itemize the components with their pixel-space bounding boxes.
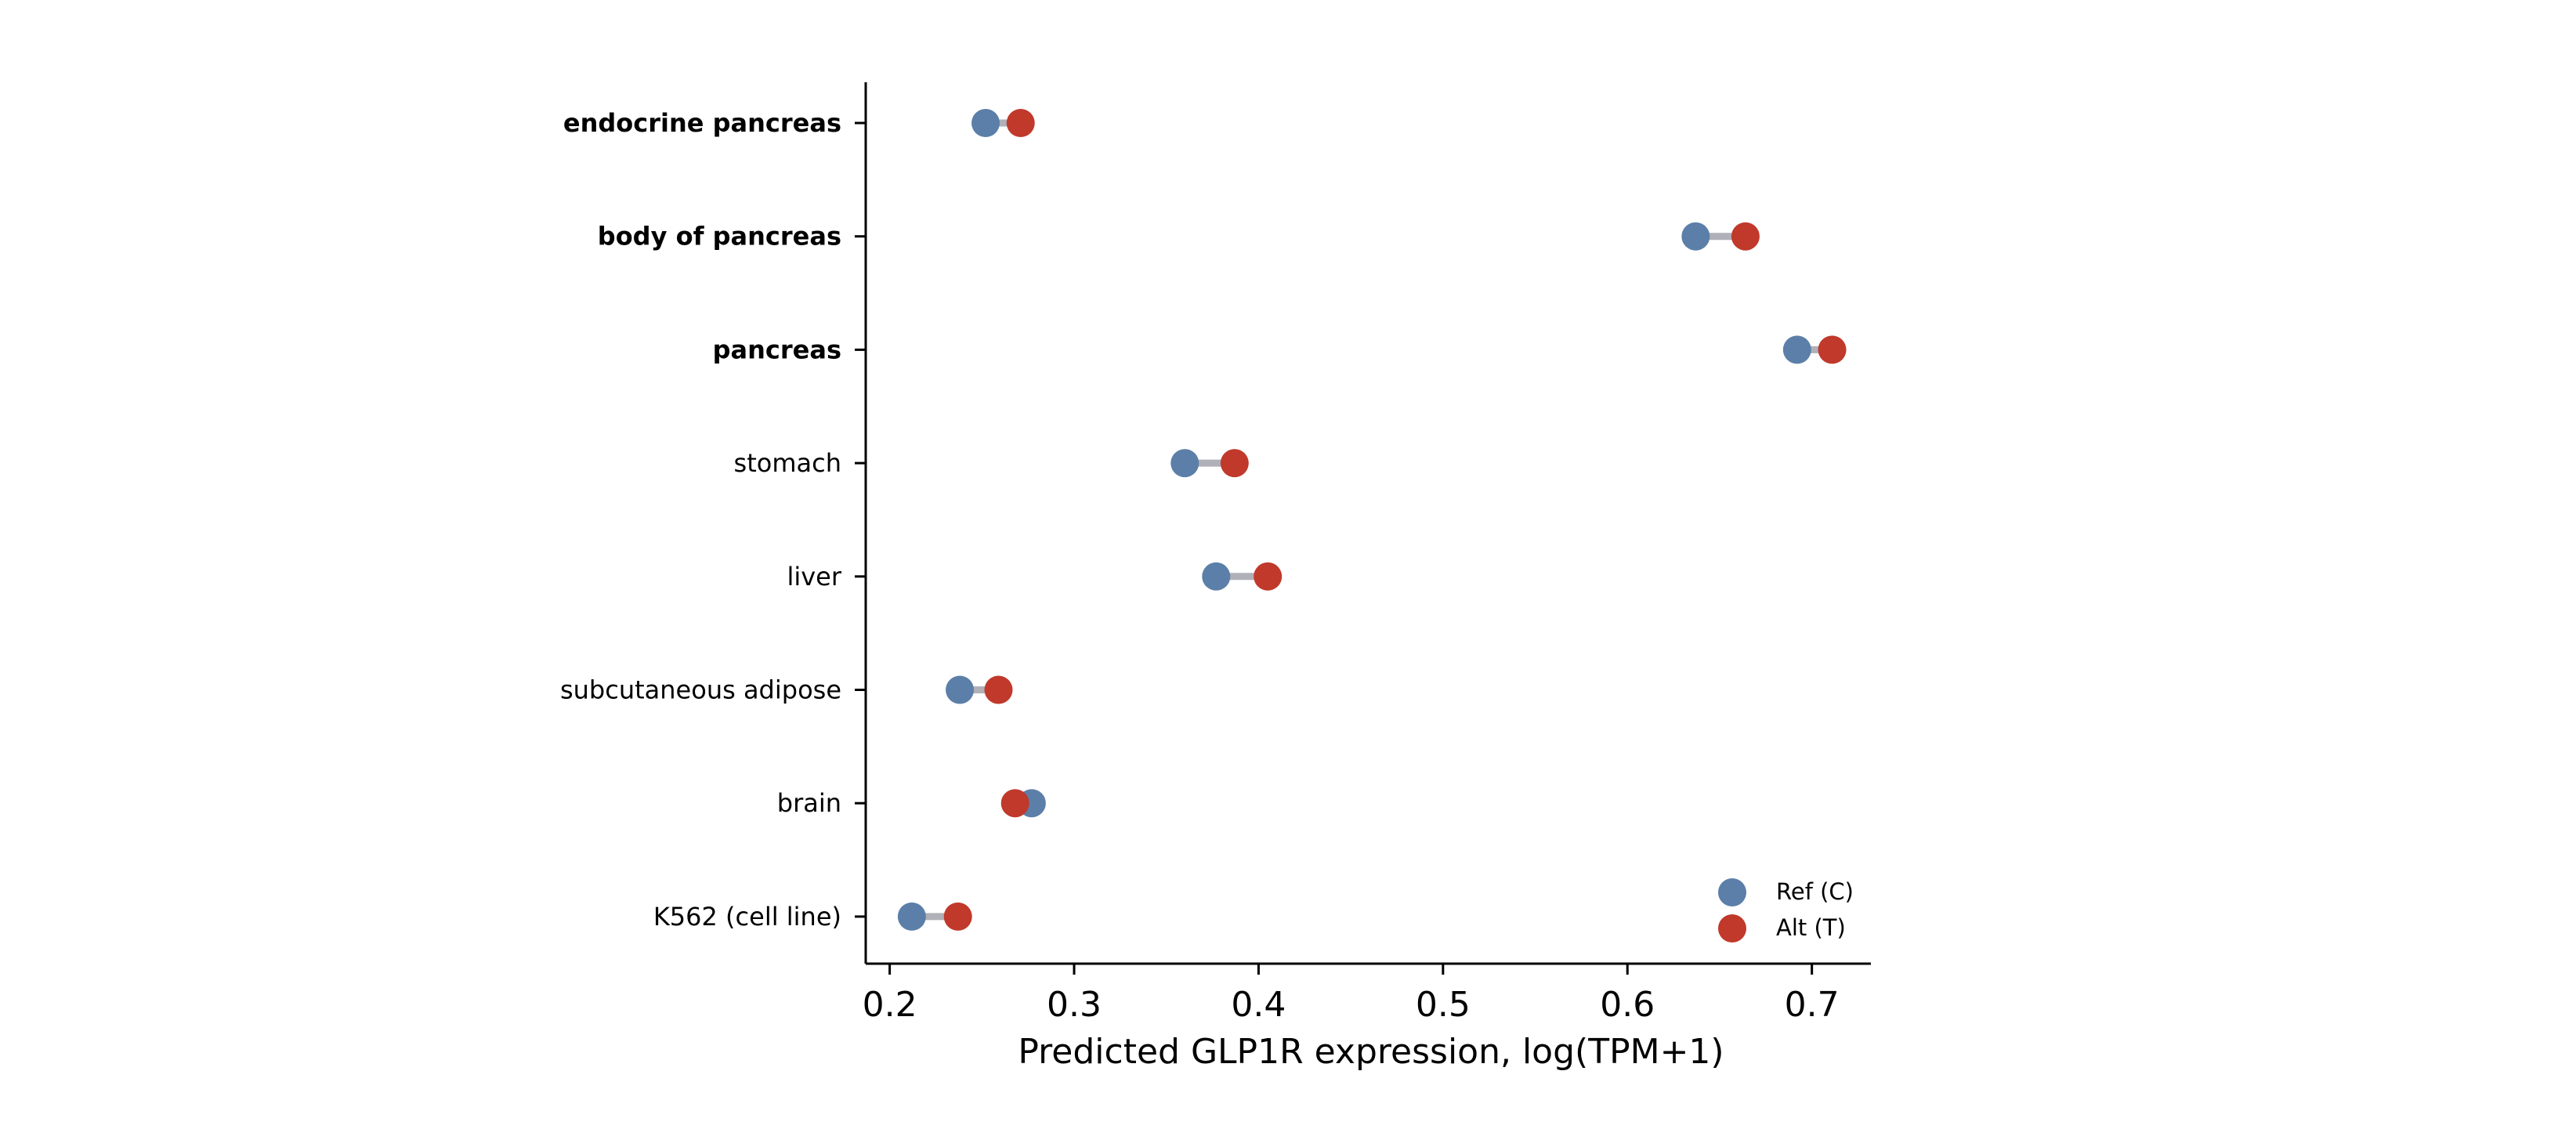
y-tick-label: liver [787,562,841,592]
x-tick-label: 0.6 [1600,985,1655,1025]
ref-point [971,109,1000,137]
alt-point [1220,449,1249,478]
y-tick-label: brain [777,788,841,818]
x-tick-label: 0.5 [1416,985,1471,1025]
legend-alt-label: Alt (T) [1776,914,1846,941]
y-tick-label: subcutaneous adipose [560,675,841,705]
y-tick-label: body of pancreas [598,222,841,251]
x-tick-label: 0.3 [1047,985,1102,1025]
alt-point [984,675,1013,704]
y-tick-label: stomach [734,448,841,478]
y-tick-label: endocrine pancreas [563,108,841,138]
legend-ref-marker [1718,878,1746,906]
x-axis: 0.2 0.3 0.4 0.5 0.6 0.7 Predicted GLP1R expre… [863,962,1871,1072]
alt-point [1731,222,1760,251]
x-ticks: 0.2 0.3 0.4 0.5 0.6 0.7 [863,964,1840,1025]
ref-point [946,675,975,704]
ref-point [1681,222,1710,251]
alt-point [1254,562,1283,591]
alt-point [1000,789,1029,818]
y-tick-label: pancreas [713,335,841,364]
x-tick-label: 0.7 [1785,985,1840,1025]
y-tick-label: K562 (cell line) [653,902,841,932]
alt-point [943,902,972,931]
points-layer [897,109,1847,931]
y-ticks: endocrine pancreas body of pancreas pancre… [560,108,866,932]
x-tick-label: 0.2 [863,985,917,1025]
ref-point [1170,449,1199,478]
alt-point [1818,335,1847,364]
y-axis: endocrine pancreas body of pancreas pancre… [560,82,867,964]
legend-ref-label: Ref (C) [1776,878,1854,905]
legend: Ref (C) Alt (T) [1718,878,1854,943]
legend-alt-marker [1718,914,1746,943]
x-tick-label: 0.4 [1231,985,1286,1025]
ref-point [897,902,926,931]
ref-point [1782,335,1811,364]
x-axis-title: Predicted GLP1R expression, log(TPM+1) [1018,1032,1724,1072]
ref-point [1202,562,1231,591]
alt-point [1006,109,1035,137]
